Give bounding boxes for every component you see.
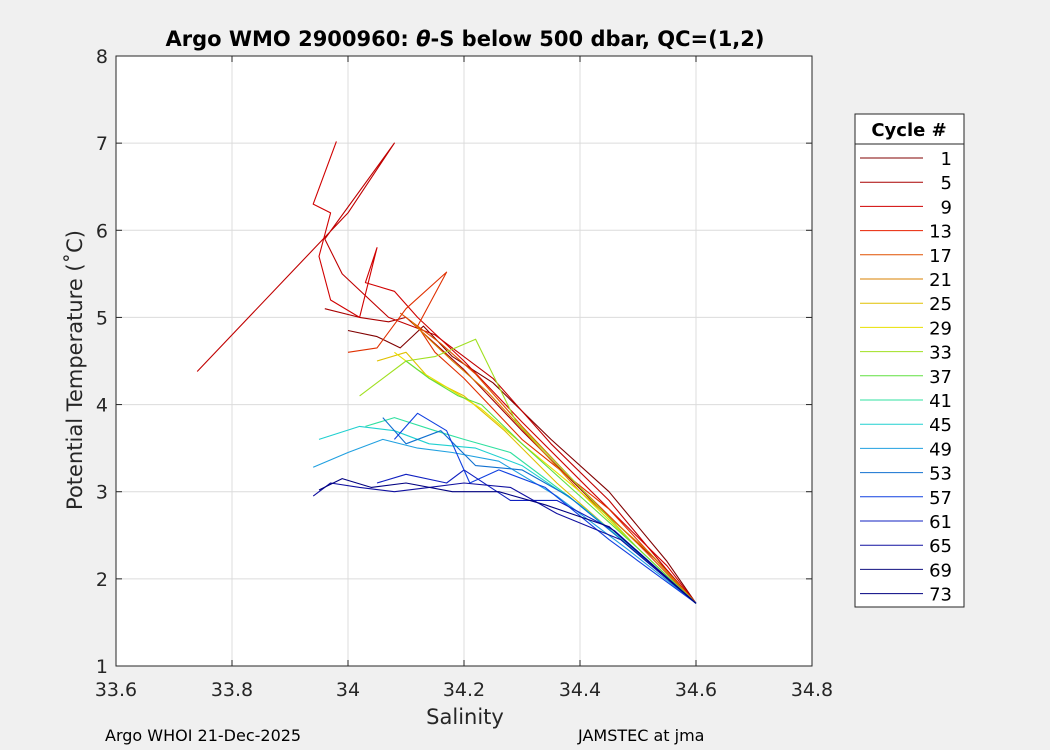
y-tick-label: 1 [96, 656, 108, 678]
legend-label-13: 13 [929, 222, 952, 243]
y-tick-label: 3 [96, 482, 108, 504]
y-axis-label: Potential Temperature (˚C) [63, 230, 87, 510]
footer-left: Argo WHOI 21-Dec-2025 [105, 726, 301, 745]
legend-label-5: 5 [941, 173, 952, 194]
series-layer [196, 141, 697, 604]
series-line-3 [312, 141, 697, 604]
series-line-4 [347, 271, 697, 604]
y-tick-label: 4 [96, 395, 108, 417]
series-line-10 [405, 360, 697, 604]
legend-label-53: 53 [929, 464, 952, 485]
x-tick-label: 34 [336, 679, 360, 701]
legend-label-9: 9 [941, 197, 952, 218]
y-tick-label: 2 [96, 569, 108, 591]
series-line-6 [411, 321, 697, 604]
legend-title: Cycle # [871, 120, 946, 141]
x-axis-label: Salinity [426, 705, 504, 729]
series-line-2 [196, 142, 697, 604]
footer-right: JAMSTEC at jma [577, 726, 704, 745]
legend-label-61: 61 [929, 512, 952, 533]
series-line-9 [359, 338, 697, 604]
legend-label-41: 41 [929, 391, 952, 412]
x-tick-label: 34.2 [443, 679, 485, 701]
legend-label-45: 45 [929, 415, 952, 436]
x-tick-label: 34.8 [791, 679, 833, 701]
legend-box [854, 113, 965, 608]
legend-label-65: 65 [929, 536, 952, 557]
legend-label-21: 21 [929, 270, 952, 291]
x-tick-label: 33.6 [95, 679, 137, 701]
y-tick-label: 8 [96, 46, 108, 68]
legend-label-25: 25 [929, 294, 952, 315]
theta-symbol: θ [416, 27, 430, 51]
x-tick-label: 33.8 [211, 679, 253, 701]
legend-label-73: 73 [929, 585, 952, 606]
legend-label-17: 17 [929, 246, 952, 267]
legend-label-37: 37 [929, 367, 952, 388]
chart-title: Argo WMO 2900960: θ-S below 500 dbar, QC… [165, 27, 764, 51]
series-line-13 [312, 438, 697, 604]
legend-label-1: 1 [941, 149, 952, 170]
x-tick-label: 34.4 [559, 679, 601, 701]
y-tick-label: 6 [96, 220, 108, 242]
legend-label-49: 49 [929, 439, 952, 460]
series-line-18 [318, 478, 697, 604]
legend-entries: 1 5 9 13 17 21 25 29 33 37 41 45 49 53 57 61 65 69 73 [860, 149, 952, 606]
legend-label-69: 69 [929, 560, 952, 581]
legend-label-33: 33 [929, 343, 952, 364]
legend-label-57: 57 [929, 488, 952, 509]
series-line-17 [312, 482, 697, 604]
series-line-12 [318, 425, 697, 604]
legend: Cycle # 1 5 9 13 17 21 25 29 33 37 41 45 49 53 57 61 65 6… [854, 113, 965, 608]
legend-label-29: 29 [929, 318, 952, 339]
series-line-14 [382, 417, 697, 604]
y-tick-label: 5 [96, 307, 108, 329]
y-tick-label: 7 [96, 133, 108, 155]
x-tick-label: 34.6 [675, 679, 717, 701]
